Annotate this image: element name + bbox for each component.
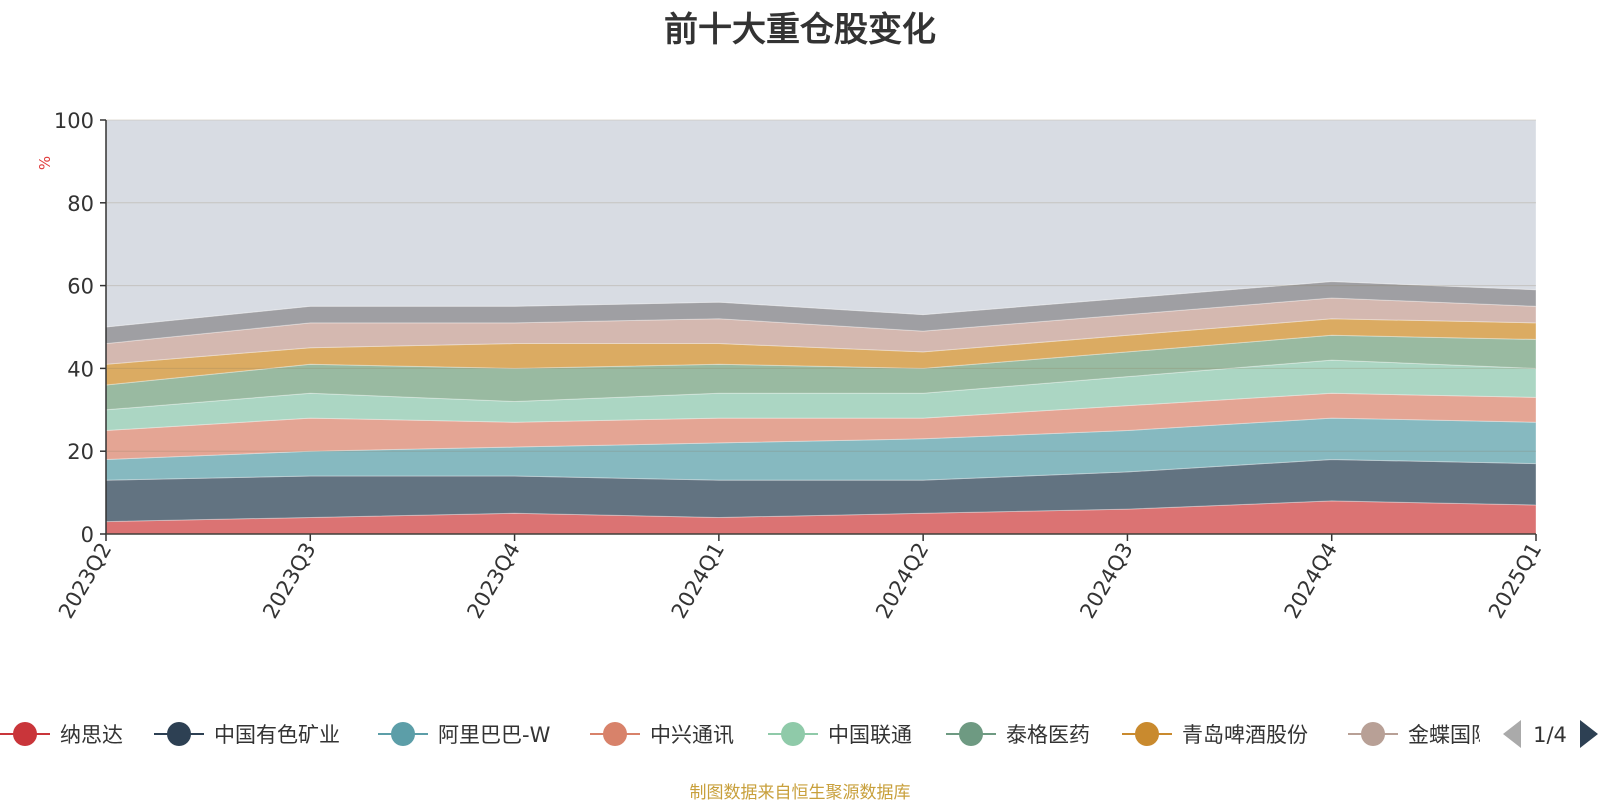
y-tick-label: 100 bbox=[54, 109, 94, 133]
area-series-6[interactable] bbox=[105, 334, 1537, 411]
legend-label: 中国联通 bbox=[828, 723, 912, 747]
x-tick-label: 2023Q4 bbox=[462, 539, 524, 623]
x-tick-label: 2024Q3 bbox=[1075, 539, 1137, 623]
area-series-layer bbox=[105, 119, 1537, 535]
x-tick-label: 2025Q1 bbox=[1484, 539, 1546, 623]
legend-marker bbox=[167, 722, 191, 746]
legend-label: 纳思达 bbox=[60, 723, 123, 747]
legend-label: 泰格医药 bbox=[1006, 723, 1090, 747]
y-tick-label: 60 bbox=[67, 275, 94, 299]
legend-label: 阿里巴巴-W bbox=[438, 723, 551, 747]
legend-item[interactable]: 金蝶国际 bbox=[1348, 722, 1492, 747]
source-note: 制图数据来自恒生聚源数据库 bbox=[689, 783, 911, 803]
y-tick-label: 80 bbox=[67, 192, 94, 216]
y-axis-label: % bbox=[36, 156, 54, 170]
legend-label: 青岛啤酒股份 bbox=[1182, 723, 1308, 747]
legend-marker bbox=[781, 722, 805, 746]
x-tick-label: 2024Q1 bbox=[667, 539, 729, 623]
y-tick-label: 0 bbox=[81, 523, 94, 547]
x-tick-label: 2024Q2 bbox=[871, 539, 933, 623]
area-series-10[interactable] bbox=[105, 119, 1537, 328]
x-tick-label: 2023Q2 bbox=[54, 539, 116, 623]
legend-item[interactable]: 中国联通 bbox=[768, 722, 912, 747]
legend-marker bbox=[1135, 722, 1159, 746]
legend-label: 中兴通讯 bbox=[650, 723, 734, 747]
legend-item[interactable]: 纳思达 bbox=[0, 722, 123, 747]
legend-item[interactable]: 中国有色矿业 bbox=[154, 722, 340, 747]
legend-item[interactable]: 阿里巴巴-W bbox=[378, 722, 551, 747]
legend: 纳思达 中国有色矿业 阿里巴巴-W 中兴通讯 中国联通 泰格医药 青岛啤酒股份 金蝶国际 1/4 bbox=[0, 712, 1600, 758]
legend-label: 中国有色矿业 bbox=[214, 723, 340, 747]
legend-next-icon[interactable] bbox=[1580, 720, 1598, 748]
legend-marker bbox=[13, 722, 37, 746]
y-tick-label: 40 bbox=[67, 357, 94, 381]
area-series-8[interactable] bbox=[105, 297, 1537, 365]
x-tick-label: 2024Q4 bbox=[1280, 539, 1342, 623]
chart-title: 前十大重仓股变化 bbox=[664, 10, 936, 50]
legend-prev-icon[interactable] bbox=[1503, 720, 1521, 748]
legend-marker bbox=[391, 722, 415, 746]
legend-item[interactable]: 泰格医药 bbox=[946, 722, 1090, 747]
legend-item[interactable]: 青岛啤酒股份 bbox=[1122, 722, 1308, 747]
legend-marker bbox=[959, 722, 983, 746]
x-tick-label: 2023Q3 bbox=[258, 539, 320, 623]
legend-page-indicator: 1/4 bbox=[1533, 723, 1567, 747]
area-series-5[interactable] bbox=[105, 359, 1537, 432]
grid-lines bbox=[106, 119, 1536, 535]
legend-marker bbox=[603, 722, 627, 746]
y-tick-label: 20 bbox=[67, 440, 94, 464]
area-series-9[interactable] bbox=[105, 280, 1537, 345]
legend-item[interactable]: 中兴通讯 bbox=[590, 722, 734, 747]
legend-marker bbox=[1361, 722, 1385, 746]
legend-label: 金蝶国际 bbox=[1408, 723, 1492, 747]
